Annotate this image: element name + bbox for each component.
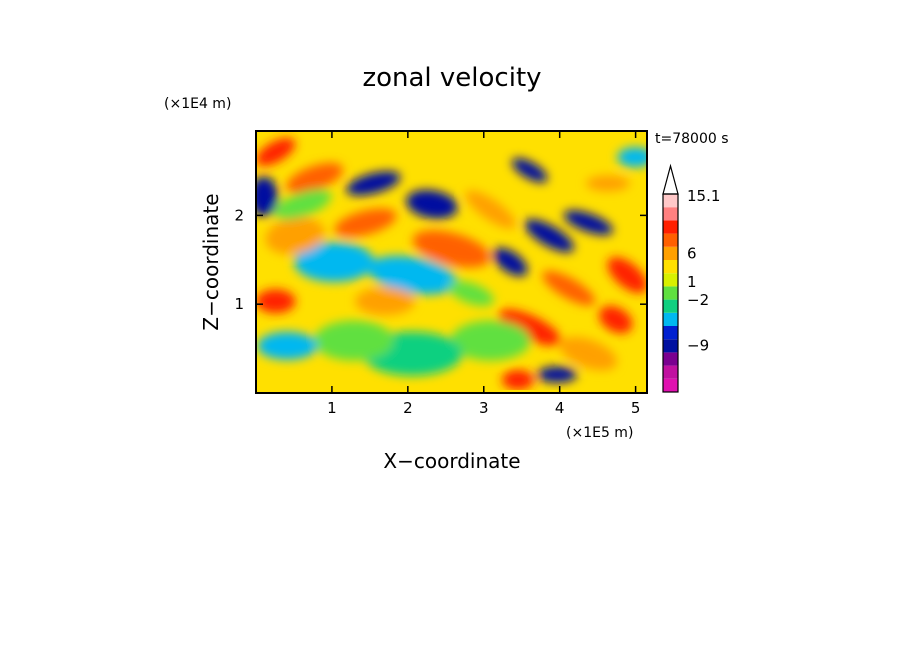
- colorbar-label: 1: [687, 273, 697, 291]
- x-axis-ticks: 1 2 3 4 5: [327, 131, 640, 417]
- field-blob: [406, 189, 458, 219]
- colorbar-swatch: [663, 207, 678, 221]
- field-blob: [286, 162, 344, 194]
- x-tick-label: 2: [403, 399, 413, 417]
- field-blob: [265, 217, 325, 255]
- colorbar-label: 6: [687, 244, 697, 262]
- x-scale-label: (×1E5 m): [566, 425, 633, 441]
- field-blob: [465, 190, 516, 229]
- x-tick-label: 1: [327, 399, 337, 417]
- field-blob: [607, 257, 647, 294]
- colorbar-swatch: [663, 352, 678, 366]
- field-blob: [492, 247, 528, 277]
- colorbar-swatch: [663, 299, 678, 313]
- field-blob: [617, 147, 647, 168]
- colorbar-swatch: [663, 260, 678, 274]
- colorbar: 15.1 6 1−2 −9: [662, 163, 720, 393]
- plot-frame: [255, 130, 648, 394]
- colorbar-swatch: [663, 246, 678, 260]
- field-blob: [524, 219, 575, 253]
- field-blob: [313, 320, 394, 361]
- colorbar-frame: [662, 193, 679, 393]
- x-tick-label: 4: [555, 399, 565, 417]
- field-blob: [256, 137, 296, 166]
- field-blob: [542, 270, 596, 306]
- field-blob: [355, 287, 416, 316]
- colorbar-swatch: [663, 194, 678, 208]
- y-scale-label: (×1E4 m): [164, 96, 231, 112]
- colorbar-swatch: [663, 233, 678, 247]
- field-blob: [511, 158, 548, 183]
- field-blob: [274, 189, 332, 220]
- field-blob: [346, 171, 401, 196]
- field-blob: [412, 230, 491, 268]
- colorbar-swatch: [663, 286, 678, 300]
- field-blob: [498, 309, 561, 346]
- field-blob: [448, 280, 494, 306]
- x-tick-label: 5: [631, 399, 641, 417]
- field-blob: [334, 208, 397, 237]
- colorbar-swatch: [663, 273, 678, 287]
- field-blob: [294, 242, 375, 282]
- y-tick-label: 2: [234, 206, 244, 224]
- colorbar-swatch: [663, 312, 678, 326]
- field-blob: [537, 366, 578, 383]
- heatmap-field: [256, 131, 647, 393]
- field-blob: [599, 305, 633, 334]
- field-blob: [256, 289, 296, 314]
- field-blob: [563, 210, 613, 235]
- time-label: t=78000 s: [655, 131, 729, 147]
- y-tick-label: 1: [234, 295, 244, 313]
- field-blob: [367, 255, 457, 295]
- x-tick-label: 3: [479, 399, 489, 417]
- colorbar-label: −2: [687, 291, 709, 309]
- colorbar-swatch: [663, 326, 678, 340]
- field-blob: [450, 320, 531, 361]
- colorbar-swatch: [663, 378, 678, 392]
- x-axis-label: X−coordinate: [383, 449, 520, 473]
- colorbar-swatch: [663, 339, 678, 353]
- y-axis-ticks: 12: [234, 206, 647, 313]
- colorbar-label: 15.1: [687, 187, 720, 205]
- y-axis-label: Z−coordinate: [199, 193, 223, 330]
- field-blob: [257, 331, 318, 360]
- colorbar-swatch: [663, 365, 678, 379]
- colorbar-label: −9: [687, 336, 709, 354]
- field-blob: [585, 175, 630, 192]
- field-blob: [256, 176, 278, 217]
- field-blob: [559, 337, 617, 371]
- colorbar-top-arrow: [662, 163, 679, 195]
- chart-title: zonal velocity: [362, 63, 541, 93]
- field-blob: [501, 369, 534, 390]
- colorbar-swatch: [663, 220, 678, 234]
